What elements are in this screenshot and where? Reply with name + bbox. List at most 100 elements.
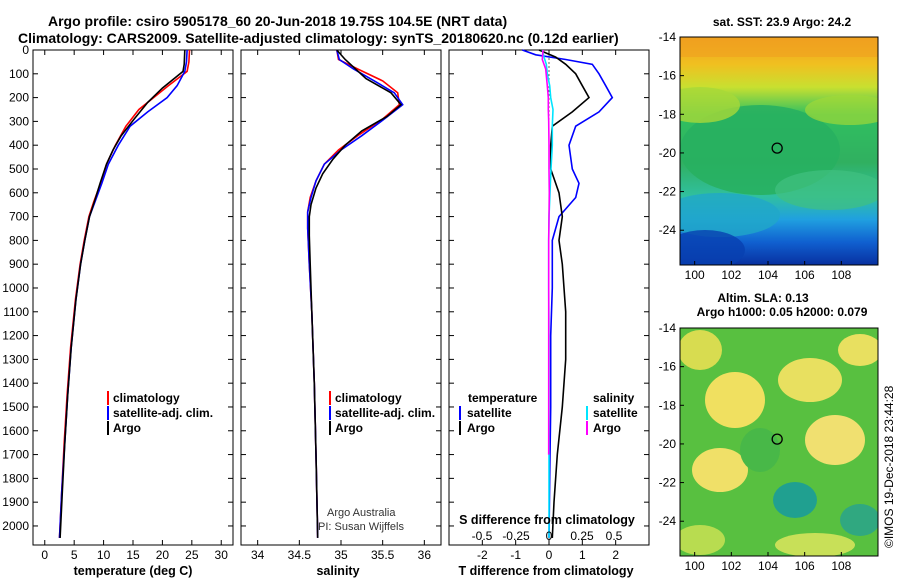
map-x-tick-label: 102: [721, 559, 741, 573]
map-y-tick-label: -20: [659, 437, 677, 451]
temperature-xlabel: temperature (deg C): [74, 564, 193, 578]
depth-tick-label: 1400: [2, 376, 29, 390]
legend-satellite: satellite-adj. clim.: [113, 406, 213, 420]
map-y-tick-label: -24: [659, 514, 677, 528]
sla-argo-location-marker: [771, 433, 783, 445]
map-x-tick-label: 106: [795, 268, 815, 282]
depth-tick-label: 1800: [2, 471, 29, 485]
x-tick-label: 34: [251, 548, 265, 562]
sla-map-title-1: Altim. SLA: 0.13: [717, 291, 809, 305]
depth-tick-label: 300: [9, 114, 29, 128]
sst-map-image: [680, 37, 878, 265]
map-y-tick-label: -20: [659, 146, 677, 160]
depth-tick-label: 200: [9, 91, 29, 105]
sla-map-axes: 100 102 104 106 108 -14 -16 -18 -20 -22 -24: [659, 321, 852, 573]
map-x-tick-label: 100: [685, 559, 705, 573]
salinity-xlabel: salinity: [316, 564, 359, 578]
map-y-tick-label: -16: [659, 360, 677, 374]
x-tick-label: 0: [546, 548, 553, 562]
depth-tick-label: 1500: [2, 400, 29, 414]
map-y-tick-label: -22: [659, 185, 677, 199]
depth-tick-label: 100: [9, 67, 29, 81]
s-difference-ticklabels: -0.5 -0.25 0 0.25 0.5: [472, 529, 623, 543]
series-line-argo: [308, 49, 403, 538]
sst-map-panel: sat. SST: 23.9 Argo: 24.2 100 102 104 106 10…: [659, 15, 879, 282]
series-line-satellite-adj-clim-: [306, 49, 404, 538]
temperature-x-axis: 0 5 10 15 20 25 30: [41, 50, 228, 562]
depth-tick-label: 1200: [2, 329, 29, 343]
map-x-tick-label: 106: [795, 559, 815, 573]
difference-panel: -2 -1 0 1 2 S difference from climatology -0…: [448, 49, 650, 578]
x-tick-label: 35.5: [371, 548, 395, 562]
series-line-temperature-argo: [538, 49, 591, 538]
sla-map-panel: Altim. SLA: 0.13 Argo h1000: 0.05 h2000:…: [659, 291, 879, 573]
x-tick-label: 15: [126, 548, 140, 562]
credit-text: ©IMOS 19-Dec-2018 23:44:28: [882, 385, 896, 548]
salinity-plot-frame: [240, 49, 442, 546]
depth-tick-label: 900: [9, 257, 29, 271]
depth-tick-label: 2000: [2, 519, 29, 533]
salinity-legend: climatology satellite-adj. clim. Argo: [329, 391, 435, 435]
map-y-tick-label: -14: [659, 30, 677, 44]
legend-salinity-title: salinity: [593, 391, 635, 405]
salinity-series: [306, 49, 404, 538]
depth-tick-label: 1700: [2, 448, 29, 462]
s-ticklabel: 0.25: [570, 529, 594, 543]
s-ticklabel: -0.5: [472, 529, 493, 543]
sla-map-frame: [679, 327, 879, 557]
temperature-panel: 0100200300400500600700800900100011001200…: [2, 43, 234, 578]
salinity-depth-ticks: [241, 49, 441, 527]
map-y-tick-label: -16: [659, 69, 677, 83]
sst-map-frame: [679, 36, 879, 266]
map-y-tick-label: -14: [659, 321, 677, 335]
series-line-climatology: [58, 49, 191, 538]
legend-climatology: climatology: [113, 391, 180, 405]
annotation-pi: PI: Susan Wijffels: [318, 521, 404, 533]
sst-map-title: sat. SST: 23.9 Argo: 24.2: [713, 15, 852, 29]
depth-tick-label: 800: [9, 233, 29, 247]
series-line-salinity-argo: [541, 49, 551, 455]
map-x-tick-label: 102: [721, 268, 741, 282]
difference-series: [522, 49, 614, 538]
series-line-climatology: [306, 49, 401, 538]
map-x-tick-label: 108: [831, 268, 851, 282]
legend-temp-argo: Argo: [467, 421, 495, 435]
temperature-series: [58, 49, 191, 538]
s-ticklabel: 0: [546, 529, 553, 543]
depth-tick-label: 600: [9, 186, 29, 200]
x-tick-label: 36: [418, 548, 432, 562]
depth-tick-label: 1000: [2, 281, 29, 295]
t-difference-xlabel: T difference from climatology: [458, 564, 633, 578]
depth-tick-label: 1300: [2, 352, 29, 366]
depth-tick-label: 400: [9, 138, 29, 152]
map-x-tick-label: 108: [831, 559, 851, 573]
legend-climatology: climatology: [335, 391, 402, 405]
series-line-satellite-adj-clim-: [58, 49, 188, 538]
depth-tick-label: 1600: [2, 424, 29, 438]
difference-depth-ticks: [449, 49, 649, 527]
map-y-tick-label: -18: [659, 398, 677, 412]
sla-map-title-2: Argo h1000: 0.05 h2000: 0.079: [697, 305, 868, 319]
depth-tick-label: 500: [9, 162, 29, 176]
s-ticklabel: 0.5: [606, 529, 623, 543]
s-difference-label: S difference from climatology: [459, 513, 635, 527]
legend-satellite: satellite-adj. clim.: [335, 406, 435, 420]
annotation-argo-australia: Argo Australia: [327, 507, 396, 519]
map-y-tick-label: -18: [659, 107, 677, 121]
series-line-temperature-satellite: [522, 49, 614, 538]
map-y-tick-label: -24: [659, 223, 677, 237]
x-tick-label: 1: [579, 548, 586, 562]
map-x-tick-label: 104: [758, 559, 778, 573]
header-line-2: Climatology: CARS2009. Satellite-adjuste…: [18, 30, 619, 46]
x-tick-label: -2: [477, 548, 488, 562]
temperature-legend: climatology satellite-adj. clim. Argo: [107, 391, 213, 435]
x-tick-label: 35: [334, 548, 348, 562]
x-tick-label: 34.5: [288, 548, 312, 562]
x-tick-label: -1: [510, 548, 521, 562]
s-ticklabel: -0.25: [502, 529, 530, 543]
map-x-tick-label: 104: [758, 268, 778, 282]
x-tick-label: 2: [612, 548, 619, 562]
depth-tick-label: 700: [9, 210, 29, 224]
legend-argo: Argo: [335, 421, 363, 435]
